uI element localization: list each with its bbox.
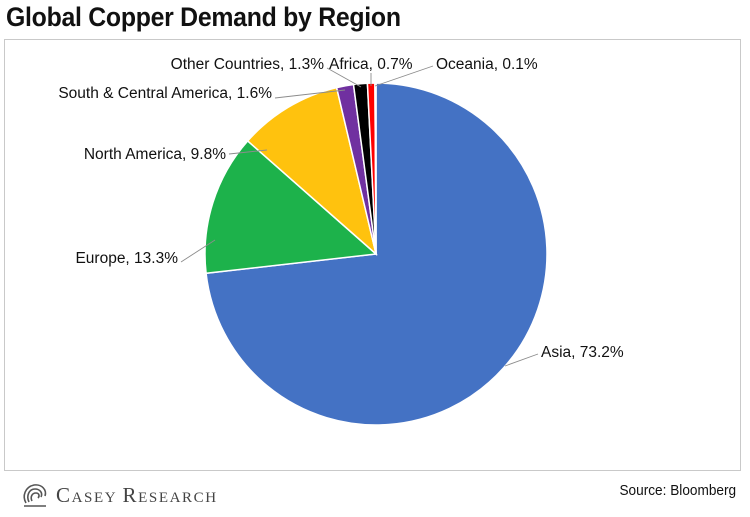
pie-slice-europe (204, 139, 378, 275)
page-title: Global Copper Demand by Region (6, 2, 401, 32)
slice-label-africa: Africa, 0.7% (329, 56, 413, 73)
slice-label-north-america: North America, 9.8% (84, 146, 226, 163)
logo-wordmark: CASEY RESEARCH (56, 482, 218, 507)
slice-label-europe: Europe, 13.3% (75, 250, 178, 267)
slice-label-oceania: Oceania, 0.1% (436, 56, 538, 73)
casey-research-logo: CASEY RESEARCH (20, 480, 218, 510)
source-note: Source: Bloomberg (619, 483, 736, 499)
leader-line (274, 89, 346, 99)
pie-slice-north-america (246, 86, 378, 257)
leader-line (180, 239, 216, 263)
slice-label-asia: Asia, 73.2% (541, 344, 624, 361)
leader-line (228, 149, 268, 155)
slice-label-other-countries: Other Countries, 1.3% (171, 56, 325, 73)
pie-slice-oceania (374, 82, 377, 255)
leader-line (504, 353, 539, 367)
chart-area: Asia, 73.2% Europe, 13.3% North America, 9… (4, 39, 741, 471)
slice-label-south-central-america: South & Central America, 1.6% (58, 85, 272, 102)
spiral-logo-icon (23, 484, 47, 507)
pie-chart: Asia, 73.2% Europe, 13.3% North America, 9… (58, 56, 624, 426)
leader-line (326, 67, 362, 88)
leader-line (374, 65, 434, 87)
